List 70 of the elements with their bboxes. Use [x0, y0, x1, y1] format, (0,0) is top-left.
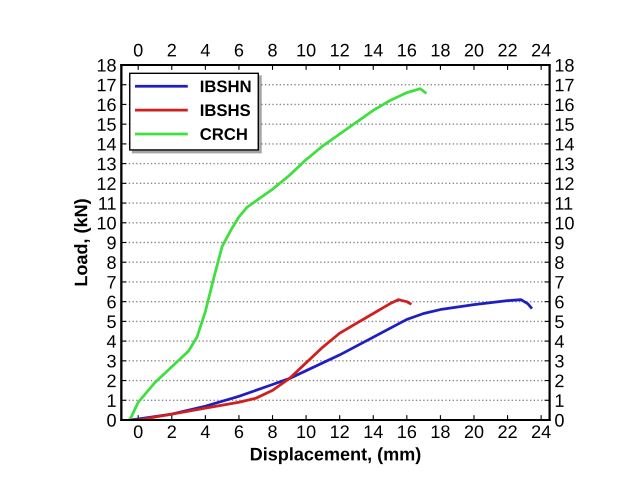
- y-axis-title: Load, (kN): [74, 199, 91, 286]
- x-tick-label: 4: [200, 426, 210, 438]
- x2-tick-label: 4: [200, 44, 210, 56]
- y2-tick-label: 0: [555, 414, 564, 427]
- x-tick-label: 6: [234, 425, 244, 438]
- x-tick-label: 22: [498, 425, 517, 438]
- line-series: [128, 298, 412, 420]
- y-tick-label: 8: [107, 256, 116, 269]
- y2-tick-label: 15: [556, 118, 574, 131]
- x2-tick-label: 18: [432, 44, 450, 57]
- legend-label: IBSHS: [200, 104, 250, 116]
- y-tick-label: 17: [98, 78, 116, 92]
- y2-tick-label: 14: [556, 138, 574, 150]
- x-axis-title: Displacement, (mm): [250, 447, 420, 464]
- x2-tick-label: 6: [234, 44, 244, 57]
- y-tick-label: 18: [98, 58, 116, 72]
- y-tick-label: 10: [98, 216, 116, 230]
- x-tick-label: 8: [268, 425, 277, 438]
- x-tick-label: 14: [364, 426, 383, 438]
- x2-tick-label: 20: [464, 44, 484, 57]
- y2-tick-label: 3: [555, 354, 564, 368]
- y-tick-label: 7: [107, 276, 116, 288]
- legend-label: IBSHN: [200, 80, 250, 92]
- y-tick-label: 14: [98, 138, 116, 150]
- y-tick-label: 3: [107, 354, 116, 368]
- y-tick-label: 0: [107, 414, 116, 427]
- x-tick-label: 20: [464, 425, 484, 438]
- y2-tick-label: 9: [555, 236, 564, 250]
- y2-tick-label: 17: [556, 78, 574, 92]
- y2-tick-label: 5: [555, 316, 564, 328]
- x-tick-label: 24: [532, 425, 551, 438]
- x2-tick-label: 0: [134, 44, 143, 57]
- x2-tick-label: 10: [297, 44, 316, 57]
- y2-tick-label: 12: [556, 177, 574, 190]
- y-tick-label: 15: [98, 118, 116, 131]
- y-tick-label: 11: [99, 197, 116, 210]
- x-tick-label: 2: [168, 425, 176, 438]
- y-tick-label: 4: [106, 335, 116, 348]
- y-tick-label: 12: [98, 177, 116, 190]
- y2-tick-label: 2: [555, 374, 564, 388]
- y2-tick-label: 8: [555, 256, 564, 269]
- y2-tick-label: 13: [556, 158, 574, 170]
- x2-tick-label: 22: [498, 44, 517, 56]
- y2-tick-label: 6: [555, 296, 564, 308]
- y-tick-label: 5: [107, 316, 116, 328]
- x2-tick-label: 12: [331, 44, 349, 56]
- y-tick-label: 1: [108, 394, 116, 407]
- x2-tick-label: 8: [268, 44, 277, 57]
- y2-tick-label: 7: [555, 276, 564, 288]
- x2-tick-label: 16: [398, 44, 416, 57]
- x2-tick-label: 14: [364, 44, 383, 56]
- x2-tick-label: 2: [168, 44, 176, 56]
- y2-tick-label: 11: [556, 197, 572, 210]
- y2-tick-label: 4: [554, 335, 564, 348]
- y-tick-label: 9: [107, 236, 116, 250]
- x-tick-label: 16: [398, 425, 416, 438]
- y-tick-label: 16: [98, 98, 116, 112]
- x-tick-label: 10: [297, 425, 316, 438]
- y2-tick-label: 10: [556, 216, 574, 230]
- y-tick-label: 6: [107, 296, 116, 308]
- y2-tick-label: 1: [556, 394, 564, 407]
- y2-tick-label: 18: [556, 58, 574, 72]
- legend-label: CRCH: [200, 128, 247, 140]
- x-tick-label: 0: [134, 425, 143, 438]
- y2-tick-label: 16: [556, 98, 574, 112]
- x-tick-label: 18: [432, 425, 450, 438]
- y-tick-label: 13: [98, 158, 116, 170]
- x2-tick-label: 24: [532, 44, 551, 56]
- x-tick-label: 12: [331, 425, 349, 438]
- y-tick-label: 2: [107, 374, 116, 388]
